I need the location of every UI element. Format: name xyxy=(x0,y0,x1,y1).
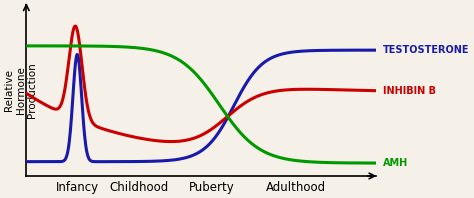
Text: AMH: AMH xyxy=(383,158,408,168)
Y-axis label: Relative
Hormone
Production: Relative Hormone Production xyxy=(4,62,37,118)
Text: INHIBIN B: INHIBIN B xyxy=(383,86,436,96)
Text: TESTOSTERONE: TESTOSTERONE xyxy=(383,45,469,55)
